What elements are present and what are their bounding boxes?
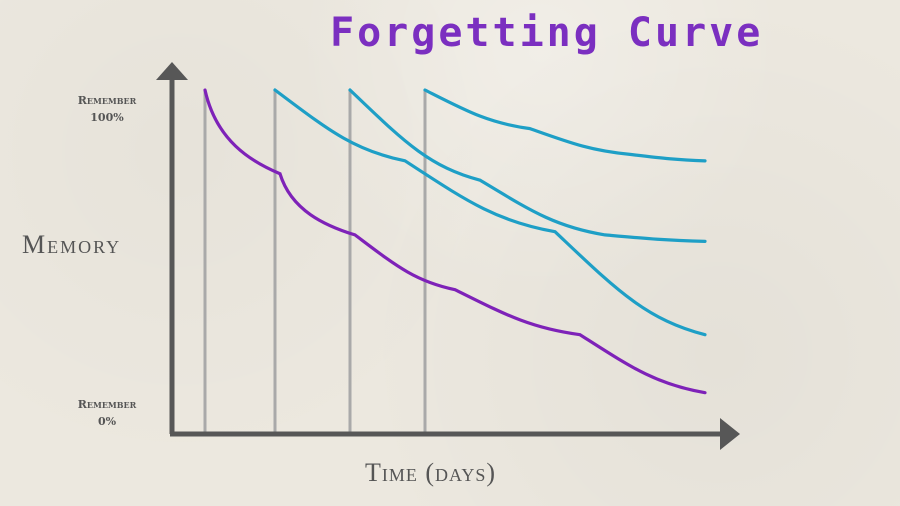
y-tick-bottom-line2: 0% bbox=[97, 415, 117, 428]
y-tick-top-line1: Remember bbox=[77, 94, 137, 107]
x-axis-label: Time (days) bbox=[365, 458, 497, 487]
page-title: Forgetting Curve bbox=[330, 10, 764, 56]
y-tick-bottom: Remember 0% bbox=[62, 396, 152, 430]
y-tick-top: Remember 100% bbox=[62, 92, 152, 126]
forgetting-curve-line bbox=[203, 88, 707, 395]
x-axis-arrowhead bbox=[720, 418, 740, 450]
review-curve-line bbox=[423, 88, 707, 163]
y-axis-label: Memory bbox=[22, 230, 122, 259]
y-tick-bottom-line1: Remember bbox=[77, 398, 137, 411]
review-curve-line bbox=[273, 88, 707, 337]
y-axis-arrowhead bbox=[156, 62, 188, 80]
y-tick-top-line2: 100% bbox=[90, 111, 124, 124]
review-curve-line bbox=[348, 88, 707, 243]
